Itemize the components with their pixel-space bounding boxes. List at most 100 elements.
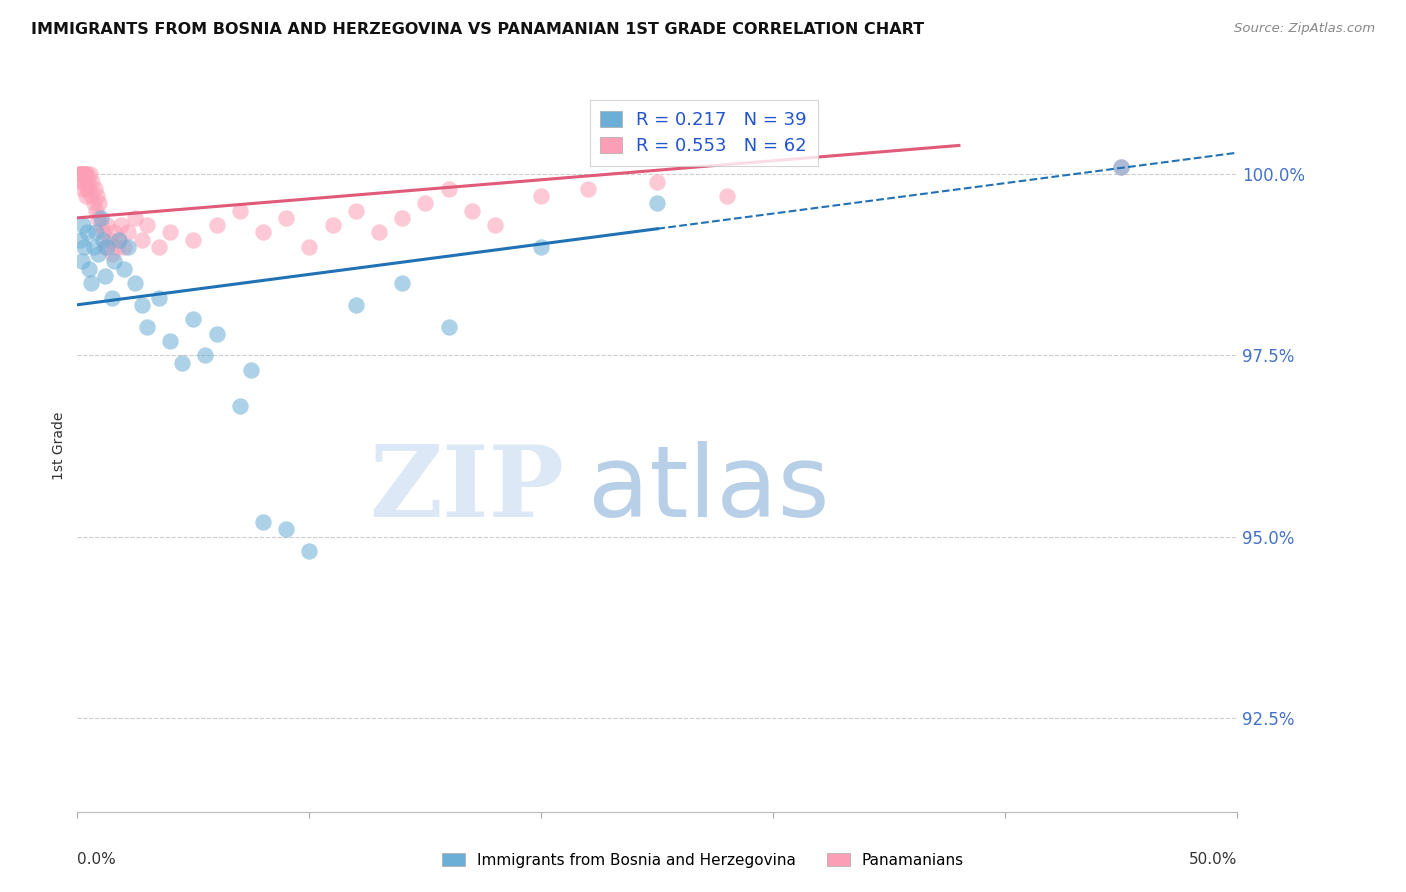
Point xyxy=(72,182,94,196)
Point xyxy=(84,203,107,218)
Point xyxy=(73,168,96,182)
Point xyxy=(79,168,101,182)
Point xyxy=(73,240,96,254)
Point xyxy=(205,326,228,341)
Point xyxy=(530,189,553,203)
Point xyxy=(75,189,97,203)
Point xyxy=(82,175,104,189)
Point xyxy=(183,312,205,326)
Point xyxy=(67,168,90,182)
Point xyxy=(148,291,170,305)
Point xyxy=(159,225,181,239)
Point xyxy=(105,240,128,254)
Point xyxy=(98,233,121,247)
Text: IMMIGRANTS FROM BOSNIA AND HERZEGOVINA VS PANAMANIAN 1ST GRADE CORRELATION CHART: IMMIGRANTS FROM BOSNIA AND HERZEGOVINA V… xyxy=(31,22,924,37)
Point xyxy=(344,298,367,312)
Point xyxy=(70,254,93,268)
Point xyxy=(298,544,321,558)
Point xyxy=(183,233,205,247)
Point xyxy=(117,240,139,254)
Point xyxy=(159,334,181,348)
Point xyxy=(124,211,146,225)
Point xyxy=(94,240,117,254)
Point xyxy=(76,182,98,196)
Text: atlas: atlas xyxy=(588,442,830,539)
Point xyxy=(461,203,484,218)
Point xyxy=(76,225,98,239)
Point xyxy=(484,218,506,232)
Point xyxy=(368,225,391,239)
Point xyxy=(298,240,321,254)
Point xyxy=(80,189,103,203)
Point xyxy=(131,298,153,312)
Legend: R = 0.217   N = 39, R = 0.553   N = 62: R = 0.217 N = 39, R = 0.553 N = 62 xyxy=(589,100,818,166)
Point xyxy=(90,211,111,225)
Point xyxy=(194,349,217,363)
Point xyxy=(228,399,252,413)
Point xyxy=(73,175,96,189)
Point xyxy=(103,254,125,268)
Text: Source: ZipAtlas.com: Source: ZipAtlas.com xyxy=(1234,22,1375,36)
Point xyxy=(69,168,91,182)
Point xyxy=(112,261,135,276)
Text: 0.0%: 0.0% xyxy=(77,852,117,866)
Point xyxy=(136,218,159,232)
Point xyxy=(148,240,170,254)
Point xyxy=(80,276,103,290)
Point xyxy=(112,240,135,254)
Point xyxy=(83,182,105,196)
Point xyxy=(96,240,118,254)
Point xyxy=(170,356,193,370)
Point xyxy=(647,196,669,211)
Legend: Immigrants from Bosnia and Herzegovina, Panamanians: Immigrants from Bosnia and Herzegovina, … xyxy=(434,845,972,875)
Point xyxy=(101,291,124,305)
Point xyxy=(108,233,131,247)
Point xyxy=(77,261,100,276)
Point xyxy=(124,276,146,290)
Point xyxy=(110,218,132,232)
Point xyxy=(70,175,93,189)
Point xyxy=(276,522,298,536)
Point xyxy=(437,319,460,334)
Point xyxy=(437,182,460,196)
Point xyxy=(76,175,98,189)
Point xyxy=(205,218,228,232)
Point xyxy=(103,225,125,239)
Point xyxy=(101,247,124,261)
Point xyxy=(72,218,94,232)
Point xyxy=(344,203,367,218)
Point xyxy=(413,196,436,211)
Point xyxy=(69,168,91,182)
Point xyxy=(69,233,91,247)
Point xyxy=(716,189,738,203)
Point xyxy=(91,233,114,247)
Point xyxy=(75,168,97,182)
Text: ZIP: ZIP xyxy=(370,442,565,539)
Point xyxy=(94,268,117,283)
Point xyxy=(69,168,91,182)
Point xyxy=(87,211,110,225)
Point xyxy=(89,196,111,211)
Point xyxy=(70,168,93,182)
Point xyxy=(73,168,96,182)
Point xyxy=(83,240,105,254)
Point xyxy=(117,225,139,239)
Point xyxy=(76,168,98,182)
Point xyxy=(96,218,118,232)
Point xyxy=(108,233,131,247)
Text: 50.0%: 50.0% xyxy=(1189,852,1237,866)
Point xyxy=(240,363,263,377)
Point xyxy=(1111,160,1133,174)
Point xyxy=(83,196,105,211)
Point xyxy=(91,225,114,239)
Point xyxy=(131,233,153,247)
Point xyxy=(530,240,553,254)
Point xyxy=(647,175,669,189)
Point xyxy=(228,203,252,218)
Point xyxy=(576,182,599,196)
Point xyxy=(136,319,159,334)
Y-axis label: 1st Grade: 1st Grade xyxy=(52,412,66,480)
Point xyxy=(252,515,274,529)
Point xyxy=(84,225,107,239)
Point xyxy=(1111,160,1133,174)
